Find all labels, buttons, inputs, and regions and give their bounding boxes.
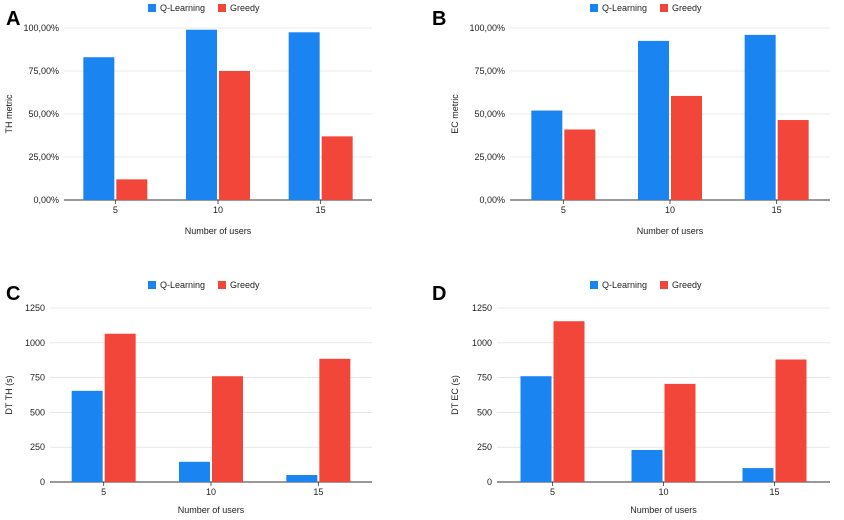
chart-panel-a: A Q-Learning Greedy 0,00% 25,00% 50,00% 75,00%… [4,3,372,236]
y-tick-label: 50,00% [28,109,59,119]
panel-letter: B [432,8,446,30]
bar-q-learning-5 [71,390,103,482]
legend-label: Greedy [672,280,702,290]
chart-panel-b: B Q-Learning Greedy 0,00% 25,00% 50,00% 75,00%… [432,3,830,236]
y-tick-label: 25,00% [28,152,59,162]
panel-letter: C [6,283,20,305]
legend-swatch-q-learning [148,4,156,12]
bar-greedy-10 [212,376,243,482]
y-axis-title: EC metric [450,94,460,134]
x-tick-label: 10 [665,205,675,215]
legend-swatch-q-learning [148,281,156,289]
bar-greedy-5 [553,321,585,482]
y-tick-label: 500 [477,407,492,417]
x-tick-label: 10 [206,487,216,497]
bar-q-learning-15 [744,34,776,200]
y-tick-label: 1000 [472,338,492,348]
y-tick-label: 750 [30,373,45,383]
x-axis-title: Number of users [178,505,245,515]
y-axis-title: TH metric [4,94,14,133]
bar-q-learning-10 [631,449,663,482]
bar-q-learning-5 [531,110,563,200]
bar-q-learning-15 [288,32,320,200]
bar-greedy-5 [104,333,136,482]
bar-q-learning-15 [286,475,318,482]
x-tick-label: 15 [313,487,323,497]
bar-greedy-5 [564,129,596,200]
y-tick-label: 250 [477,442,492,452]
bar-q-learning-15 [742,468,774,482]
bar-greedy-10 [664,383,696,482]
bar-greedy-10 [219,71,250,200]
x-axis-title: Number of users [630,505,697,515]
y-axis-title: DT TH (s) [4,375,14,414]
x-axis-title: Number of users [637,226,704,236]
y-tick-label: 0 [487,477,492,487]
x-tick-label: 5 [101,487,106,497]
y-tick-label: 0,00% [479,195,505,205]
bar-greedy-10 [671,95,702,200]
legend-label: Q-Learning [602,3,647,13]
legend-label: Greedy [672,3,702,13]
x-tick-label: 5 [550,487,555,497]
bar-q-learning-5 [83,57,115,200]
x-axis-title: Number of users [185,226,252,236]
y-tick-label: 25,00% [474,152,505,162]
panel-letter: D [432,283,446,305]
bar-q-learning-10 [638,40,669,201]
y-tick-label: 1250 [472,303,492,313]
legend-swatch-q-learning [590,4,598,12]
y-tick-label: 0 [40,477,45,487]
panel-letter: A [6,8,20,30]
y-tick-label: 75,00% [28,66,59,76]
y-tick-label: 1000 [25,338,45,348]
y-tick-label: 0,00% [33,195,59,205]
y-tick-label: 75,00% [474,66,505,76]
bar-q-learning-5 [520,376,552,482]
y-axis-title: DT EC (s) [450,375,460,415]
bar-greedy-5 [116,179,148,200]
y-tick-label: 1250 [25,303,45,313]
legend-swatch-q-learning [590,281,598,289]
x-tick-label: 15 [316,205,326,215]
y-tick-label: 500 [30,407,45,417]
legend-label: Q-Learning [160,280,205,290]
chart-panel-d: D Q-Learning Greedy 0 250 500 750 1000 1250 5 10 15… [432,280,830,515]
x-tick-label: 15 [769,487,779,497]
legend-swatch-greedy [218,4,226,12]
bar-greedy-15 [775,359,807,482]
x-tick-label: 10 [658,487,668,497]
legend-swatch-greedy [218,281,226,289]
bar-greedy-15 [777,120,809,200]
x-tick-label: 5 [561,205,566,215]
bar-q-learning-10 [179,461,210,482]
legend-label: Q-Learning [602,280,647,290]
bar-greedy-15 [319,358,351,482]
bar-q-learning-10 [186,29,217,200]
y-tick-label: 100,00% [23,23,59,33]
legend-swatch-greedy [660,4,668,12]
legend-label: Q-Learning [160,3,205,13]
legend-swatch-greedy [660,281,668,289]
y-tick-label: 250 [30,442,45,452]
legend-label: Greedy [230,280,260,290]
x-tick-label: 15 [772,205,782,215]
y-tick-label: 100,00% [469,23,505,33]
y-tick-label: 750 [477,373,492,383]
x-tick-label: 5 [113,205,118,215]
bar-greedy-15 [321,136,353,200]
chart-panel-c: C Q-Learning Greedy 0 250 500 750 1000 1250 5 10 15… [4,280,372,515]
x-tick-label: 10 [213,205,223,215]
y-tick-label: 50,00% [474,109,505,119]
legend-label: Greedy [230,3,260,13]
